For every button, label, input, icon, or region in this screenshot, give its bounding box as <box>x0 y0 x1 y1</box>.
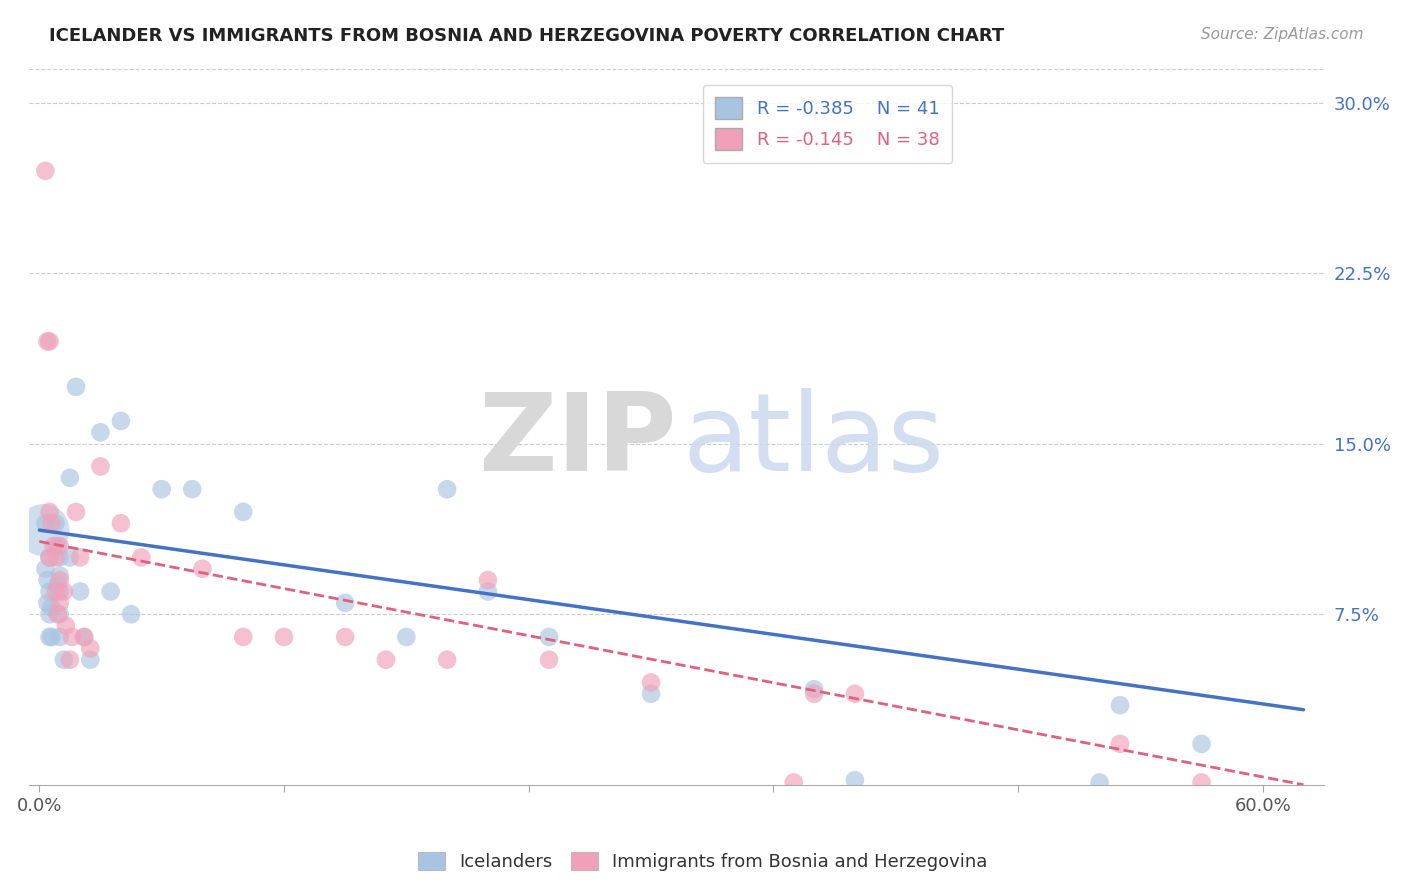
Point <box>48 568 70 582</box>
Point <box>34 562 56 576</box>
Point <box>38 505 60 519</box>
Point <box>34 516 56 531</box>
Point <box>38 334 60 349</box>
Point <box>42 539 65 553</box>
Point <box>69 584 91 599</box>
Point <box>55 618 77 632</box>
Point <box>1088 775 1111 789</box>
Point <box>45 584 67 599</box>
Point <box>1191 737 1213 751</box>
Point <box>52 584 75 599</box>
Point <box>46 607 69 622</box>
Point <box>640 675 662 690</box>
Point <box>46 539 69 553</box>
Point <box>374 653 396 667</box>
Point <box>79 653 101 667</box>
Point <box>120 607 142 622</box>
Point <box>181 482 204 496</box>
Point <box>333 630 356 644</box>
Point <box>45 550 67 565</box>
Point <box>89 425 111 440</box>
Point <box>37 596 59 610</box>
Point <box>65 380 87 394</box>
Point <box>59 653 82 667</box>
Point <box>150 482 173 496</box>
Point <box>640 687 662 701</box>
Point <box>37 334 59 349</box>
Point <box>59 471 82 485</box>
Point <box>89 459 111 474</box>
Point <box>273 630 295 644</box>
Point <box>1109 698 1132 713</box>
Legend: R = -0.385    N = 41, R = -0.145    N = 38: R = -0.385 N = 41, R = -0.145 N = 38 <box>703 85 952 163</box>
Point <box>803 682 825 697</box>
Point <box>48 550 70 565</box>
Point <box>436 653 458 667</box>
Point <box>48 539 70 553</box>
Point <box>34 164 56 178</box>
Point <box>48 573 70 587</box>
Text: Source: ZipAtlas.com: Source: ZipAtlas.com <box>1201 27 1364 42</box>
Point <box>844 773 866 788</box>
Point <box>41 630 63 644</box>
Point <box>1109 737 1132 751</box>
Text: ICELANDER VS IMMIGRANTS FROM BOSNIA AND HERZEGOVINA POVERTY CORRELATION CHART: ICELANDER VS IMMIGRANTS FROM BOSNIA AND … <box>49 27 1004 45</box>
Point <box>37 573 59 587</box>
Point <box>38 584 60 599</box>
Point <box>129 550 152 565</box>
Point <box>41 516 63 531</box>
Text: atlas: atlas <box>683 388 945 494</box>
Text: ZIP: ZIP <box>478 388 676 494</box>
Point <box>844 687 866 701</box>
Point <box>48 630 70 644</box>
Point <box>395 630 418 644</box>
Point <box>38 550 60 565</box>
Point <box>79 641 101 656</box>
Point <box>48 596 70 610</box>
Point <box>73 630 96 644</box>
Point <box>1191 775 1213 789</box>
Point <box>69 550 91 565</box>
Point <box>538 653 561 667</box>
Point <box>232 505 254 519</box>
Point <box>783 775 806 789</box>
Point <box>100 584 122 599</box>
Point <box>65 505 87 519</box>
Point <box>45 516 67 531</box>
Point <box>436 482 458 496</box>
Point <box>60 630 83 644</box>
Point <box>110 414 132 428</box>
Point <box>73 630 96 644</box>
Point <box>48 607 70 622</box>
Point <box>477 584 499 599</box>
Point <box>41 600 63 615</box>
Point <box>38 607 60 622</box>
Legend: Icelanders, Immigrants from Bosnia and Herzegovina: Icelanders, Immigrants from Bosnia and H… <box>411 845 995 879</box>
Point <box>46 577 69 591</box>
Point <box>48 584 70 599</box>
Point <box>232 630 254 644</box>
Point <box>191 562 214 576</box>
Point <box>803 687 825 701</box>
Point <box>38 630 60 644</box>
Point <box>110 516 132 531</box>
Point <box>59 550 82 565</box>
Point <box>32 523 55 537</box>
Point <box>52 653 75 667</box>
Point <box>538 630 561 644</box>
Point <box>477 573 499 587</box>
Point <box>38 550 60 565</box>
Point <box>333 596 356 610</box>
